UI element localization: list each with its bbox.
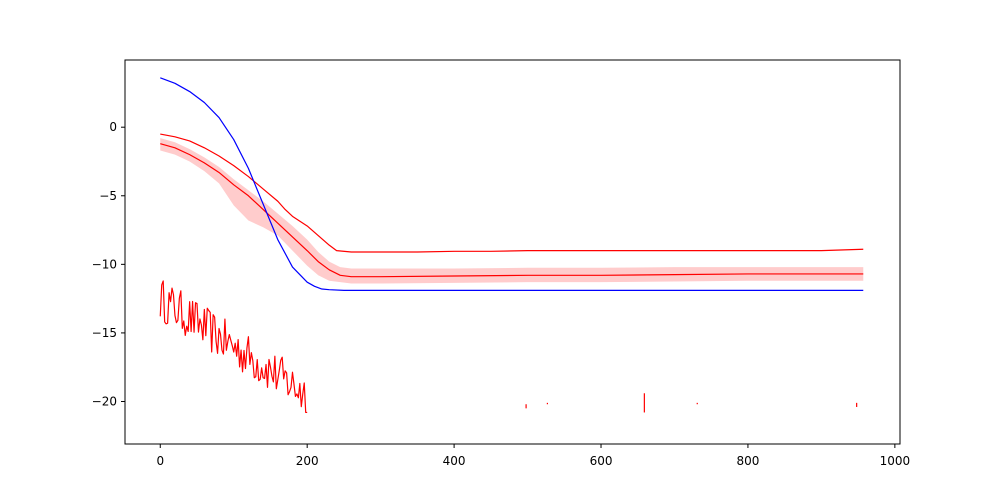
red-mean-series-line [160, 143, 864, 278]
y-tick-label-2: −10 [92, 257, 117, 271]
red-noisy-series-line [159, 280, 308, 414]
plot-area [159, 77, 864, 414]
red-upper-series-line [160, 133, 864, 253]
y-tick-label-1: −5 [99, 189, 117, 203]
x-tick-label-4: 800 [736, 454, 759, 468]
x-tick-label-5: 1000 [880, 454, 911, 468]
x-tick-label-2: 400 [443, 454, 466, 468]
y-tick-label-0: 0 [109, 120, 117, 134]
x-tick-label-1: 200 [296, 454, 319, 468]
confidence-band [160, 138, 864, 284]
axes-frame [124, 59, 901, 445]
y-tick-label-4: −20 [92, 394, 117, 408]
x-tick-label-3: 600 [590, 454, 613, 468]
x-tick-label-0: 0 [156, 454, 164, 468]
y-axis: 0 −5 −10 −15 −20 [92, 120, 125, 408]
y-tick-label-3: −15 [92, 326, 117, 340]
blue-series-line [160, 77, 864, 291]
x-axis: 0 200 400 600 800 1000 [156, 444, 910, 468]
